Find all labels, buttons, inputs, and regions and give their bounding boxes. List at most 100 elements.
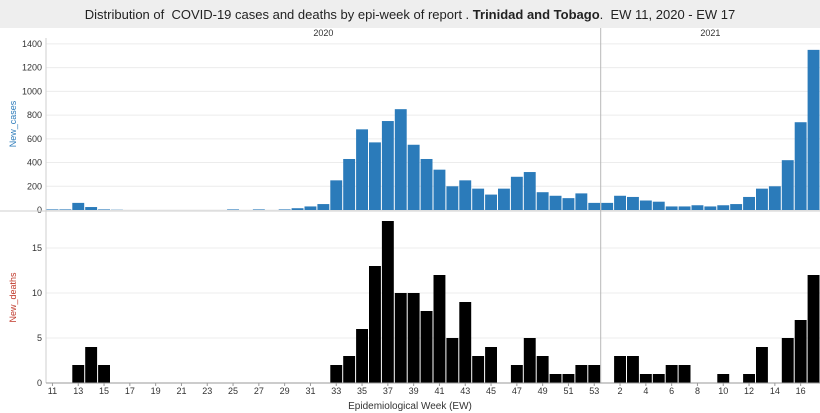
bar-deaths-2020-50 [549,374,562,383]
x-tick-label: 43 [460,386,470,396]
x-tick-label: 33 [331,386,341,396]
x-tick-label: 45 [486,386,496,396]
bar-deaths-2020-49 [536,356,549,383]
bar-deaths-2021-6 [665,365,678,383]
bar-cases-2020-29 [278,209,291,210]
bar-cases-2020-52 [575,193,588,210]
bar-cases-2020-46 [498,188,510,210]
x-tick-label: 21 [176,386,186,396]
bar-deaths-2021-5 [652,374,665,383]
bar-cases-2020-45 [485,194,497,210]
title-country: Trinidad and Tobago [472,6,600,22]
x-tick-label: 47 [512,386,522,396]
bar-deaths-2020-40 [420,311,433,383]
bar-cases-2020-36 [369,142,381,210]
bar-cases-2020-49 [536,192,549,210]
bar-deaths-2021-7 [678,365,691,383]
x-tick-label: 37 [383,386,393,396]
bar-deaths-2020-37 [381,221,394,383]
bar-cases-2020-43 [459,180,472,210]
bar-deaths-2021-17 [807,275,820,383]
x-tick-label: 4 [643,386,648,396]
bar-deaths-2020-53 [588,365,601,383]
bar-deaths-2020-42 [446,338,459,383]
bar-cases-2020-32 [317,204,330,210]
bar-deaths-2021-15 [781,338,794,383]
bar-cases-2020-48 [523,172,536,210]
bar-cases-2021-6 [665,206,678,210]
x-tick-label: 13 [73,386,83,396]
y-tick-label-cases: 1200 [22,63,42,73]
y-tick-label-cases: 600 [27,134,42,144]
bar-cases-2020-25 [227,209,239,210]
bar-cases-2020-33 [330,180,343,210]
bar-deaths-2021-2 [614,356,626,383]
bar-deaths-2020-44 [472,356,485,383]
bar-cases-2021-13 [756,188,768,210]
bar-deaths-2020-35 [356,329,368,383]
bar-cases-2020-41 [433,169,446,210]
bar-cases-2021-1 [601,202,614,210]
bar-deaths-2021-4 [639,374,652,383]
year-label-2021: 2021 [700,28,720,38]
bar-cases-2021-2 [614,195,626,210]
bar-cases-2021-14 [768,186,781,210]
bar-cases-2020-31 [304,206,317,210]
bar-cases-2020-40 [420,158,433,210]
bar-deaths-2021-16 [794,320,807,383]
bar-cases-2020-30 [291,208,304,210]
bar-deaths-2020-33 [330,365,343,383]
x-tick-label: 15 [99,386,109,396]
bar-cases-2020-35 [356,129,368,210]
bar-deaths-2020-45 [485,347,497,383]
title-prefix: Distribution of COVID-19 cases and death… [84,6,473,22]
bar-cases-2020-27 [252,209,265,210]
x-tick-label: 51 [563,386,573,396]
bar-cases-2020-14 [85,207,98,210]
bar-cases-2020-44 [472,188,485,210]
bar-deaths-2021-13 [756,347,768,383]
x-tick-label: 11 [48,386,57,396]
bar-cases-2021-4 [639,200,652,210]
title-suffix: . EW 11, 2020 - EW 17 [599,6,736,22]
bar-cases-2020-13 [72,202,85,210]
bar-deaths-2020-15 [98,365,110,383]
bar-cases-2021-11 [730,204,743,210]
bar-deaths-2020-36 [369,266,381,383]
x-tick-label: 35 [357,386,367,396]
year-header-band [46,28,820,38]
x-tick-label: 12 [744,386,754,396]
bar-cases-2020-50 [549,195,562,210]
bar-deaths-2020-14 [85,347,98,383]
bar-cases-2021-3 [627,196,639,210]
y-tick-label-cases: 800 [27,110,42,120]
bar-cases-2020-42 [446,186,459,210]
bar-cases-2020-47 [510,176,523,210]
bar-deaths-2021-10 [717,374,730,383]
year-label-2020: 2020 [313,28,333,38]
bar-cases-2021-7 [678,206,691,210]
bar-deaths-2020-52 [575,365,588,383]
bar-cases-2021-15 [781,160,794,210]
bar-cases-2021-12 [743,196,755,210]
x-tick-label: 8 [695,386,700,396]
bar-deaths-2021-3 [627,356,639,383]
x-tick-label: 19 [151,386,161,396]
y-tick-label-deaths: 0 [37,378,42,388]
y-axis-title-cases: New_cases [8,100,18,147]
x-tick-label: 16 [796,386,806,396]
x-tick-label: 39 [409,386,419,396]
y-axis-title-deaths: New_deaths [8,272,18,323]
bar-cases-2020-34 [343,158,356,210]
x-tick-label: 10 [718,386,728,396]
y-tick-label-deaths: 15 [32,243,42,253]
x-tick-label: 14 [770,386,780,396]
bar-cases-2020-15 [98,209,110,210]
y-tick-label-deaths: 5 [37,333,42,343]
y-tick-label-cases: 1000 [22,86,42,96]
bar-cases-2021-17 [807,49,820,211]
y-tick-label-cases: 0 [37,205,42,215]
bar-cases-2020-53 [588,202,601,210]
bar-deaths-2020-43 [459,302,472,383]
y-tick-label-cases: 200 [27,181,42,191]
